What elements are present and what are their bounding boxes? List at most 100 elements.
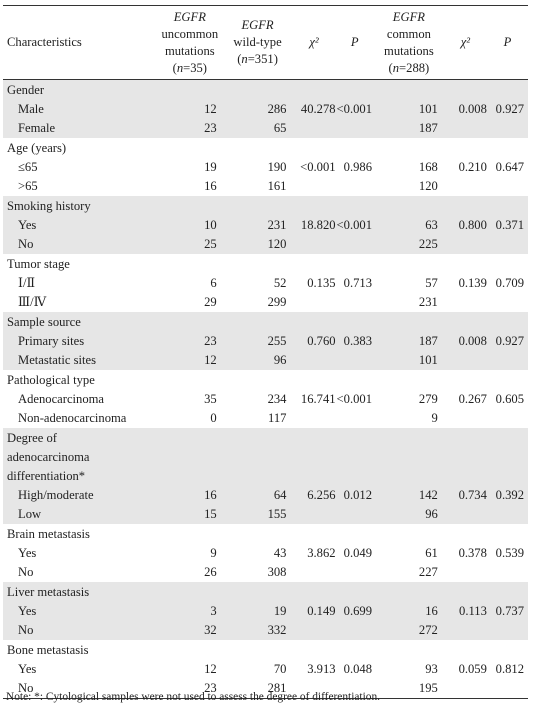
common-count: 9 (431, 411, 438, 425)
empty-cell (487, 370, 528, 390)
common-count: 187 (374, 119, 444, 138)
wildtype-count: 299 (267, 295, 287, 309)
table-row: Non-adenocarcinoma 0 117 9 (3, 409, 528, 428)
table-row: Yes 9 43 3.862 0.049 61 0.378 0.539 (3, 544, 528, 563)
empty-cell (335, 79, 374, 100)
group-title: differentiation* (3, 467, 157, 486)
table-row: No 26 308 227 (3, 563, 528, 582)
p-value-2 (486, 621, 528, 640)
group-title: Pathological type (7, 373, 95, 387)
chi-square-1 (292, 351, 336, 370)
empty-cell (336, 370, 374, 390)
chi-square-2 (443, 505, 487, 524)
row-label: Metastatic sites (3, 351, 157, 370)
common-count: 96 (374, 505, 444, 524)
empty-cell (222, 467, 293, 486)
uncommon-count: 15 (156, 505, 223, 524)
chi-square-2 (444, 563, 487, 582)
empty-cell (292, 467, 336, 486)
chi-square-2: 0.267 (458, 392, 487, 406)
header-chi-square-1: χ² (309, 35, 319, 49)
p-value-1 (336, 563, 374, 582)
group-title-row: Bone metastasis (3, 640, 528, 660)
empty-cell (486, 196, 528, 216)
chi-square-1: 0.760 (292, 332, 336, 351)
common-count: 227 (418, 565, 438, 579)
row-label: Adenocarcinoma (18, 392, 105, 406)
uncommon-count: 6 (210, 276, 217, 290)
empty-cell (443, 582, 487, 602)
row-label: High/moderate (3, 486, 157, 505)
empty-cell (222, 448, 293, 467)
empty-cell (156, 79, 223, 100)
wildtype-count: 190 (267, 160, 287, 174)
empty-cell (336, 138, 374, 158)
row-group: Brain metastasis Yes 9 43 3.862 0.049 61 0.378 0… (3, 524, 528, 582)
p-value-2 (486, 505, 528, 524)
row-label: Primary sites (3, 332, 157, 351)
empty-cell (486, 428, 528, 448)
row-label: No (18, 681, 34, 695)
p-value-2: 0.927 (486, 332, 528, 351)
row-label: >65 (18, 179, 38, 193)
uncommon-count: 19 (204, 160, 217, 174)
uncommon-count: 10 (156, 216, 223, 235)
header-common: EGFR common mutations (n=288) (374, 6, 444, 80)
chi-square-1 (292, 119, 336, 138)
header-wildtype-line2: wild-type (233, 35, 282, 49)
empty-cell (157, 370, 223, 390)
row-label: Non-adenocarcinoma (18, 411, 127, 425)
empty-cell (487, 254, 528, 274)
empty-cell (374, 524, 444, 544)
empty-cell (222, 79, 293, 100)
wildtype-count: 64 (222, 486, 293, 505)
p-value-1 (336, 293, 374, 312)
empty-cell (486, 582, 528, 602)
empty-cell (157, 640, 223, 660)
chi-square-1 (292, 293, 335, 312)
common-count: 101 (374, 351, 444, 370)
common-count: 187 (374, 332, 444, 351)
uncommon-count: 32 (156, 621, 223, 640)
wildtype-count: 161 (267, 179, 287, 193)
uncommon-count: 25 (156, 235, 223, 254)
p-value-1: 0.699 (335, 602, 374, 621)
empty-cell (335, 467, 374, 486)
table-row: No 23 281 195 (3, 679, 528, 699)
empty-cell (487, 138, 528, 158)
empty-cell (223, 524, 293, 544)
row-label: Yes (3, 602, 157, 621)
chi-square-2: 0.800 (443, 216, 487, 235)
empty-cell (444, 370, 487, 390)
empty-cell (335, 312, 374, 332)
chi-square-1 (292, 177, 335, 196)
header-p-2: P (503, 35, 512, 49)
row-label: Female (3, 119, 157, 138)
p-value-2 (487, 409, 528, 428)
common-count: 225 (374, 235, 444, 254)
chi-square-1: 3.913 (307, 662, 336, 676)
wildtype-count: 96 (222, 351, 293, 370)
empty-cell (374, 196, 444, 216)
table-row: Yes 3 19 0.149 0.699 16 0.113 0.737 (3, 602, 528, 621)
uncommon-count: 16 (156, 486, 223, 505)
wildtype-count: 43 (273, 546, 287, 560)
chi-square-1 (292, 563, 335, 582)
chi-square-1 (292, 409, 335, 428)
wildtype-count: 52 (273, 276, 287, 290)
p-value-2: 0.737 (486, 602, 528, 621)
table-row: Yes 12 70 3.913 0.048 93 0.059 0.812 (3, 660, 528, 679)
empty-cell (444, 254, 487, 274)
empty-cell (292, 448, 336, 467)
empty-cell (156, 196, 223, 216)
group-title: Liver metastasis (3, 582, 157, 602)
chi-square-1: 16.741 (300, 392, 336, 406)
chi-square-2 (443, 119, 487, 138)
empty-cell (374, 640, 444, 660)
header-common-line1: EGFR (392, 9, 425, 24)
group-title-row: Tumor stage (3, 254, 528, 274)
uncommon-count: 26 (204, 565, 217, 579)
empty-cell (374, 467, 444, 486)
empty-cell (292, 196, 336, 216)
chi-square-2: 0.378 (458, 546, 487, 560)
